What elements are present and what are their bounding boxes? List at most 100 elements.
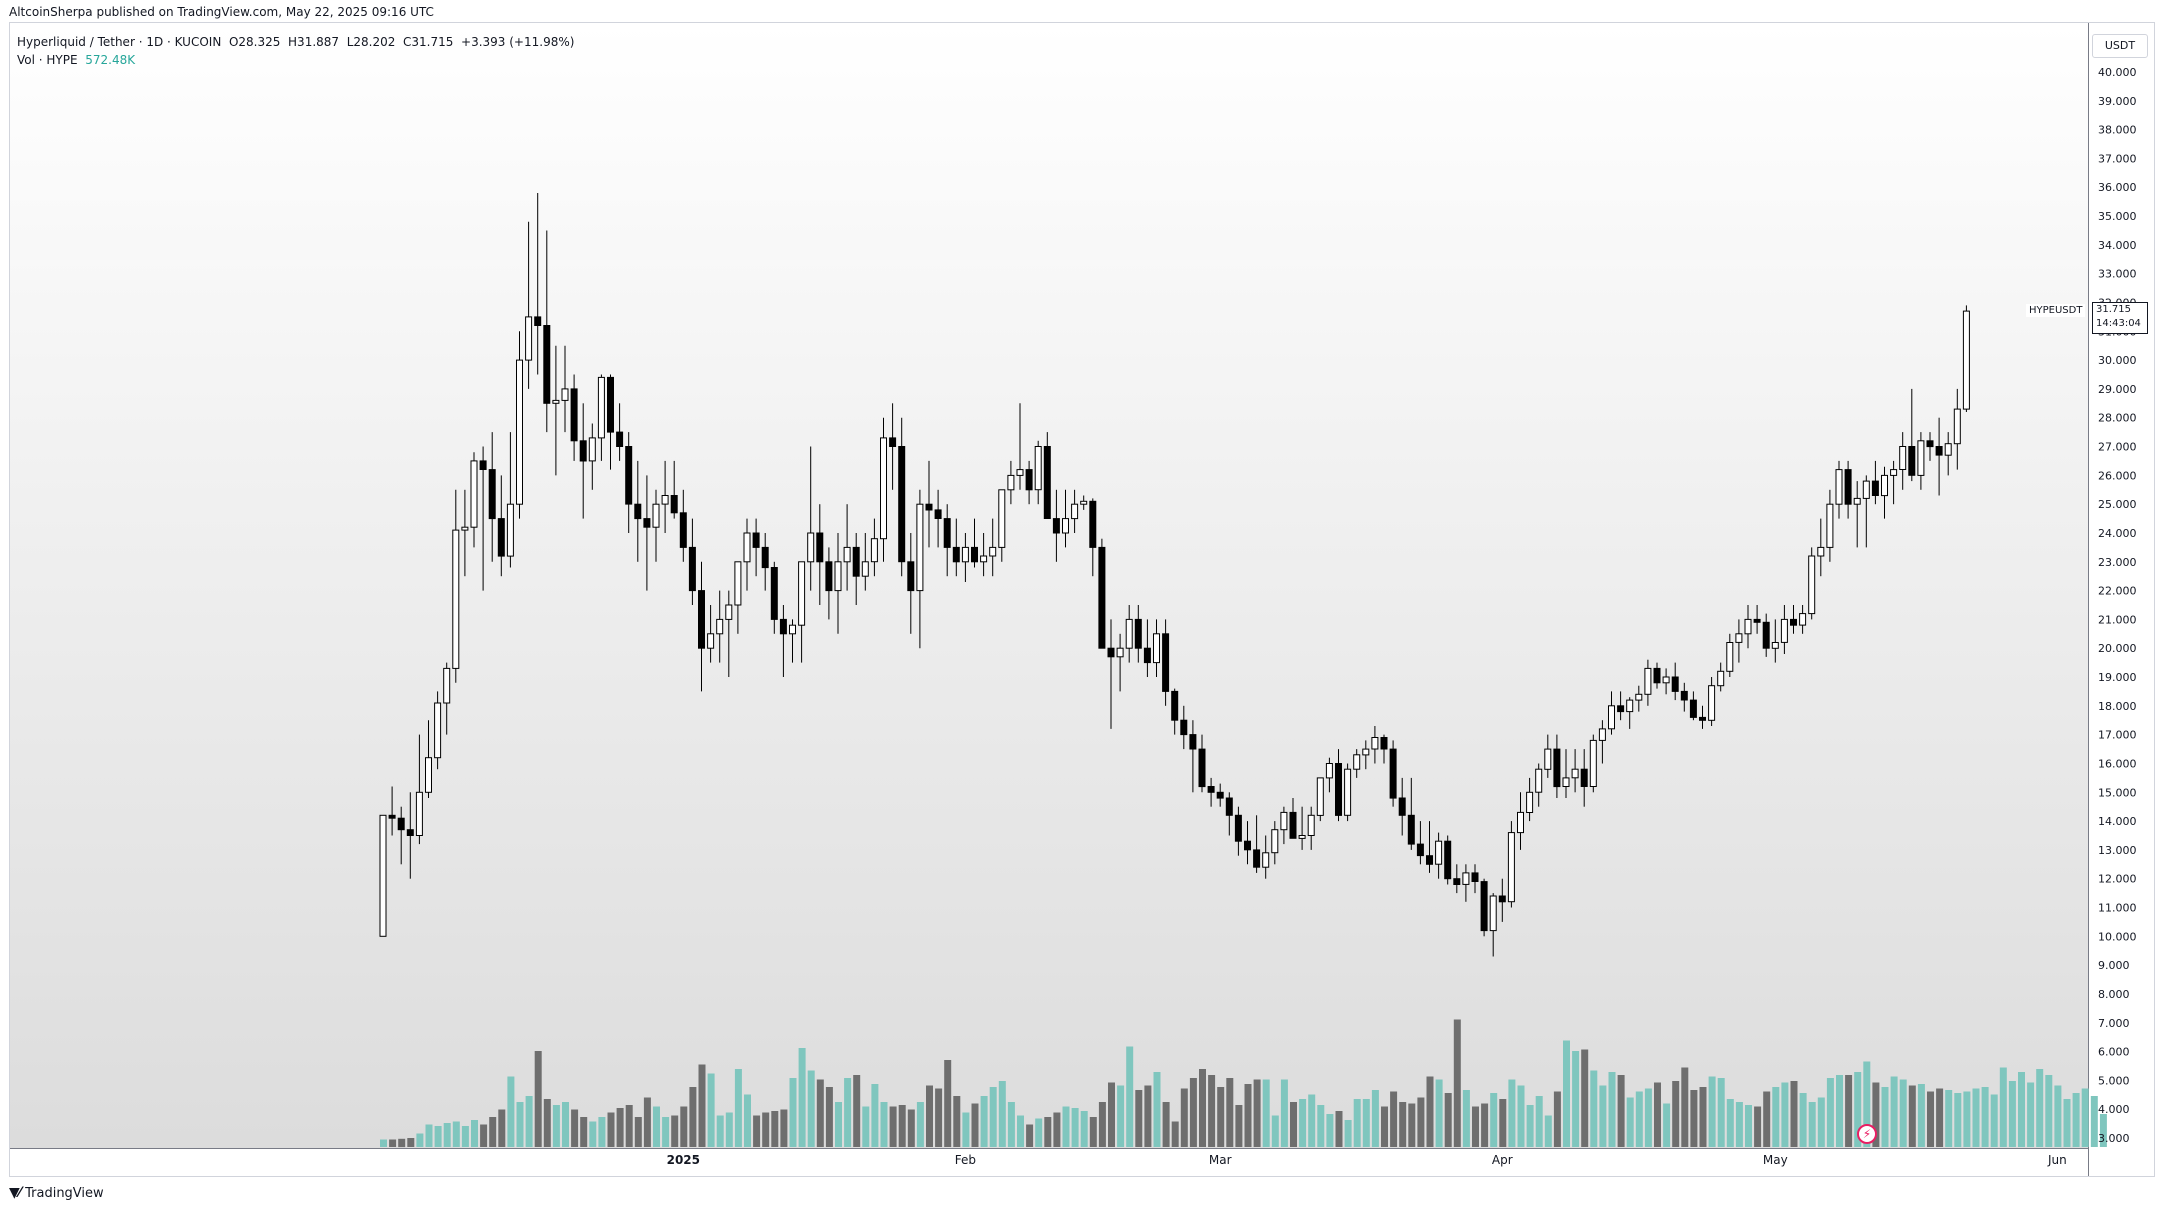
volume-bar <box>1435 1079 1443 1147</box>
candle <box>752 518 760 577</box>
candle <box>1125 605 1133 663</box>
candle-body <box>1216 791 1224 799</box>
candle <box>1480 878 1488 937</box>
candle <box>1826 489 1834 562</box>
candle-body <box>1608 705 1615 730</box>
candle <box>1234 806 1242 856</box>
candle <box>1562 749 1570 798</box>
candle-body <box>934 509 942 519</box>
volume-bar <box>944 1060 952 1147</box>
volume-bar <box>625 1105 633 1147</box>
volume-bar <box>1026 1124 1034 1147</box>
candle-body <box>497 518 505 557</box>
candle-body <box>1289 811 1297 839</box>
candle <box>1662 668 1670 695</box>
candle <box>1353 749 1361 778</box>
volume-bar <box>762 1112 770 1147</box>
volume-bar <box>1608 1072 1616 1147</box>
candle-body <box>1953 408 1961 445</box>
volume-bar <box>1290 1102 1297 1147</box>
candle-body <box>1835 469 1843 505</box>
candle-series <box>379 193 1970 957</box>
candle-body <box>1735 633 1743 643</box>
candle-body <box>989 546 997 557</box>
candle-body <box>961 546 969 563</box>
candle-body <box>861 561 869 577</box>
legend-symbol[interactable]: Hyperliquid / Tether · 1D · KUCOIN <box>17 35 222 49</box>
candle <box>679 489 687 562</box>
last-price-value: 31.715 <box>2096 304 2131 316</box>
volume-series <box>380 1019 2107 1148</box>
legend-volume-label[interactable]: Vol · HYPE <box>17 53 78 67</box>
candle-body <box>825 561 833 592</box>
candle-body <box>1325 763 1333 779</box>
candle <box>1817 518 1825 577</box>
candle <box>907 533 915 634</box>
candle-body <box>1498 895 1506 903</box>
candle <box>1526 777 1534 822</box>
volume-bar <box>1362 1099 1370 1147</box>
candle <box>1371 726 1379 764</box>
candle-body <box>1098 546 1106 649</box>
candle-body <box>1871 480 1879 497</box>
volume-bar <box>1390 1091 1398 1147</box>
candle-body <box>1899 446 1907 470</box>
candle <box>1180 705 1188 750</box>
candle-body <box>534 316 542 326</box>
candle-body <box>415 791 423 836</box>
candle-body <box>1398 797 1406 816</box>
candle <box>688 518 696 605</box>
volume-bar <box>653 1106 660 1147</box>
volume-bar <box>607 1112 615 1147</box>
candle <box>1052 489 1060 562</box>
candle-body <box>579 440 587 462</box>
price-tick-label: 39.000 <box>2098 95 2137 108</box>
volume-bar <box>1799 1093 1807 1147</box>
candle-body <box>1071 503 1079 520</box>
time-axis[interactable] <box>10 1149 2088 1176</box>
candle <box>1307 806 1315 850</box>
candle-body <box>1198 748 1206 788</box>
price-tick-label: 14.000 <box>2098 815 2137 828</box>
candle <box>1153 619 1160 677</box>
candle-body <box>470 460 478 528</box>
candle-body <box>588 437 596 462</box>
candle <box>1753 605 1761 634</box>
volume-bar <box>1508 1079 1516 1147</box>
candle <box>1071 489 1079 533</box>
volume-bar <box>971 1103 979 1147</box>
volume-bar <box>1654 1082 1661 1147</box>
volume-bar <box>1153 1072 1161 1147</box>
volume-bar <box>1863 1061 1871 1147</box>
plot-area[interactable] <box>10 23 2088 1148</box>
currency-label[interactable]: USDT <box>2092 34 2148 58</box>
candle-body <box>1362 748 1370 756</box>
candle-body <box>1371 737 1379 750</box>
candle-body <box>907 561 915 592</box>
candle-body <box>1635 693 1643 701</box>
lightning-icon[interactable]: ⚡ <box>1857 1124 1877 1144</box>
price-tick-label: 29.000 <box>2098 383 2137 396</box>
candle-body <box>388 814 396 819</box>
candle-body <box>1908 446 1916 476</box>
candle <box>943 504 951 577</box>
price-scale[interactable] <box>2089 23 2154 1148</box>
price-tick-label: 8.000 <box>2098 988 2130 1001</box>
candle-body <box>1307 814 1315 836</box>
volume-bar <box>2099 1114 2107 1147</box>
candle <box>625 432 633 533</box>
candle-body <box>1280 811 1288 831</box>
volume-bar <box>1199 1069 1206 1147</box>
candle-body <box>679 512 687 548</box>
volume-bar <box>1408 1103 1416 1147</box>
volume-bar <box>1426 1076 1434 1147</box>
candle <box>1517 792 1524 850</box>
candle-body <box>1780 618 1788 643</box>
candle-body <box>1862 480 1870 499</box>
volume-bar <box>516 1102 524 1147</box>
volume-bar <box>680 1106 688 1147</box>
candle-body <box>1353 754 1361 770</box>
volume-bar <box>789 1078 797 1147</box>
candle <box>1507 821 1515 908</box>
